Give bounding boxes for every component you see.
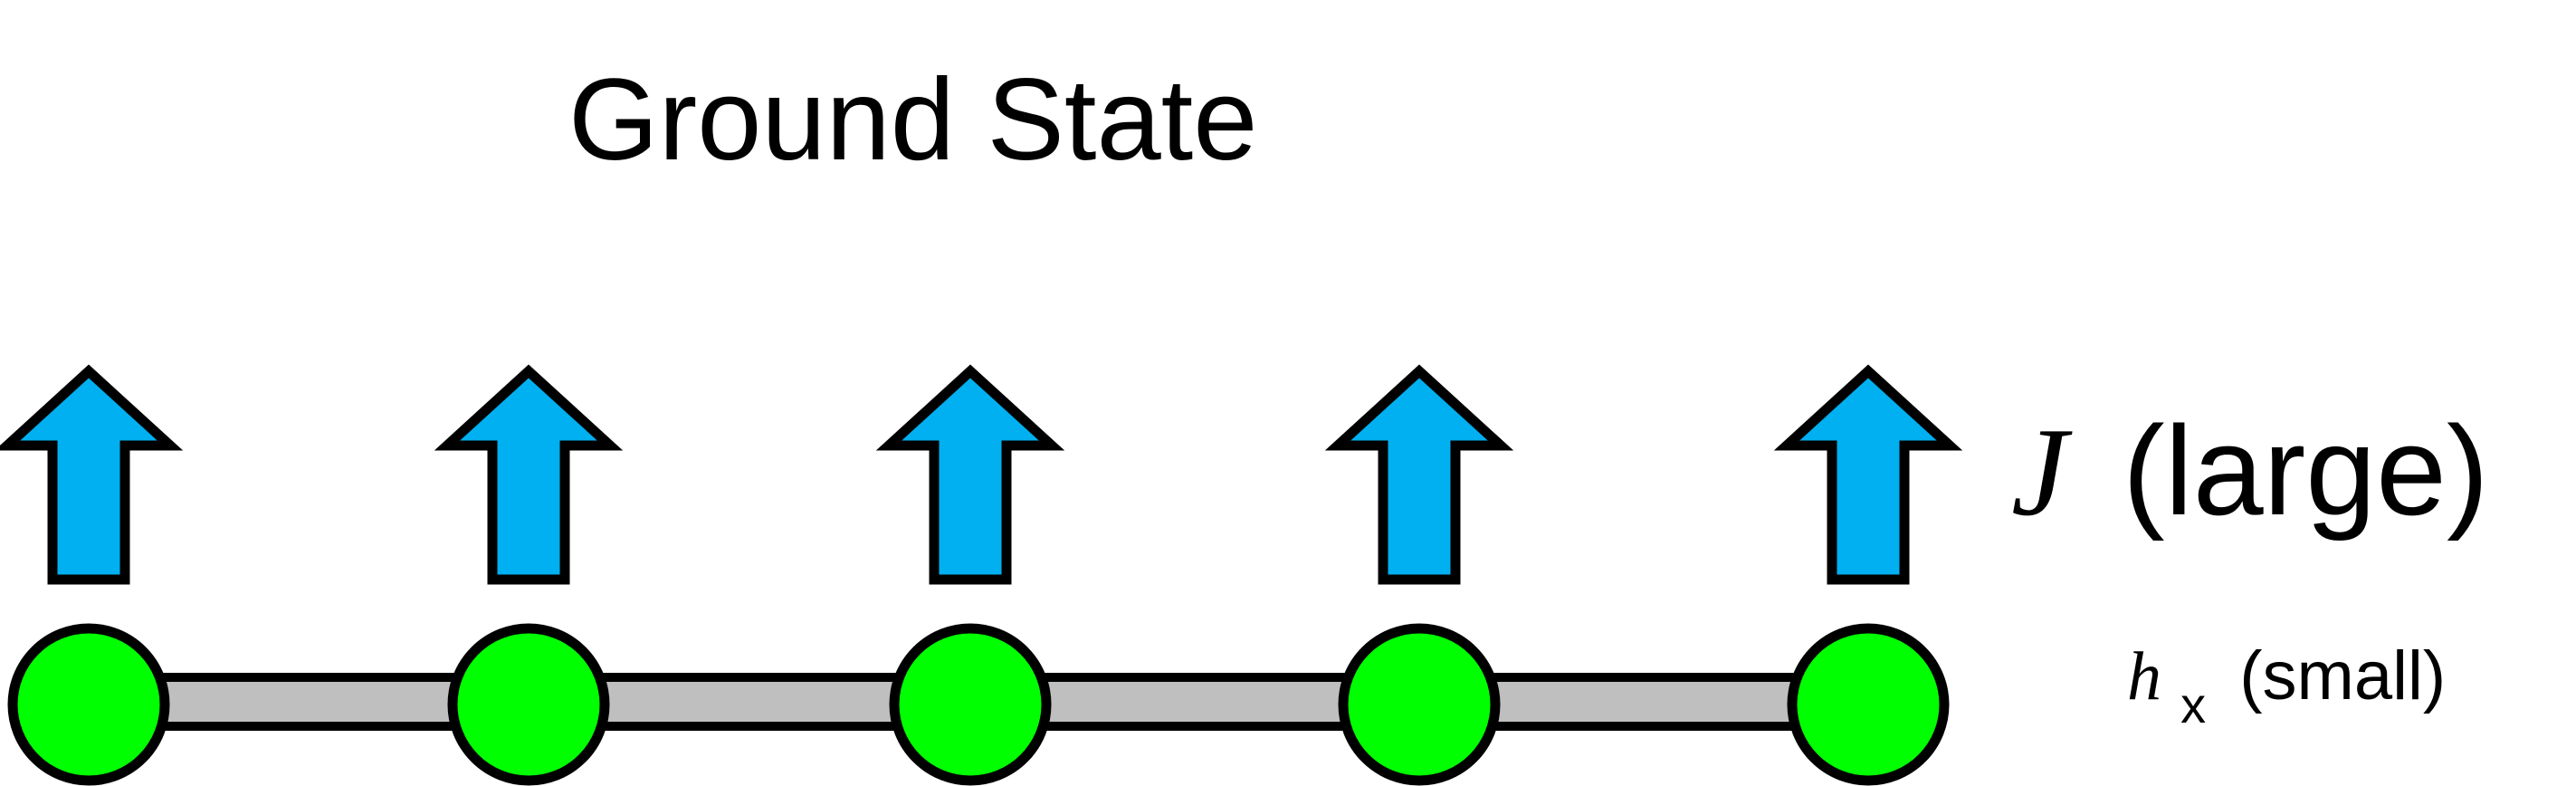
spin-arrow-3 [875,364,1065,585]
spin-arrow-1 [0,364,184,585]
field-symbol: h [2127,638,2161,714]
coupling-label: J (large) [2011,399,2489,542]
spin-arrow-layer [0,364,1963,585]
site-5 [1787,623,1950,786]
site-layer [7,623,1950,786]
site-2 [447,623,610,786]
diagram-title: Ground State [568,55,1257,185]
site-1 [7,623,170,786]
spin-arrow-4 [1324,364,1514,585]
spin-arrow-5 [1773,364,1963,585]
field-qualifier: (small) [2239,637,2446,714]
site-4 [1338,623,1501,786]
spin-arrow-2 [434,364,624,585]
site-3 [889,623,1052,786]
field-subscript: x [2180,676,2206,733]
coupling-qualifier: (large) [2123,399,2489,542]
coupling-symbol: J [2011,402,2073,542]
field-label: h x (small) [2127,637,2446,738]
